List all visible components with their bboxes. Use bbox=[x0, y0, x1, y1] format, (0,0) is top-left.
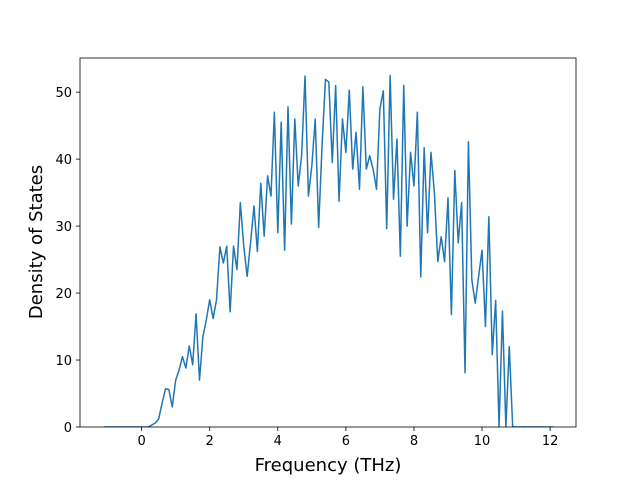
x-tick-label: 12 bbox=[542, 434, 559, 449]
y-tick-label: 40 bbox=[55, 153, 72, 168]
plot-frame bbox=[79, 57, 577, 428]
y-tick-label: 10 bbox=[55, 354, 72, 369]
y-axis-label: Density of States bbox=[26, 165, 47, 319]
x-tick-label: 8 bbox=[410, 434, 418, 449]
y-tick-label: 20 bbox=[55, 287, 72, 302]
x-axis-label: Frequency (THz) bbox=[255, 455, 402, 476]
x-tick-label: 10 bbox=[474, 434, 491, 449]
data-line bbox=[104, 74, 554, 427]
x-tick-label: 2 bbox=[206, 434, 214, 449]
x-tick-label: 4 bbox=[274, 434, 282, 449]
x-tick-label: 0 bbox=[137, 434, 145, 449]
x-tick-label: 6 bbox=[342, 434, 350, 449]
y-tick-label: 0 bbox=[64, 421, 72, 436]
y-tick-label: 30 bbox=[55, 220, 72, 235]
y-tick-label: 50 bbox=[55, 86, 72, 101]
